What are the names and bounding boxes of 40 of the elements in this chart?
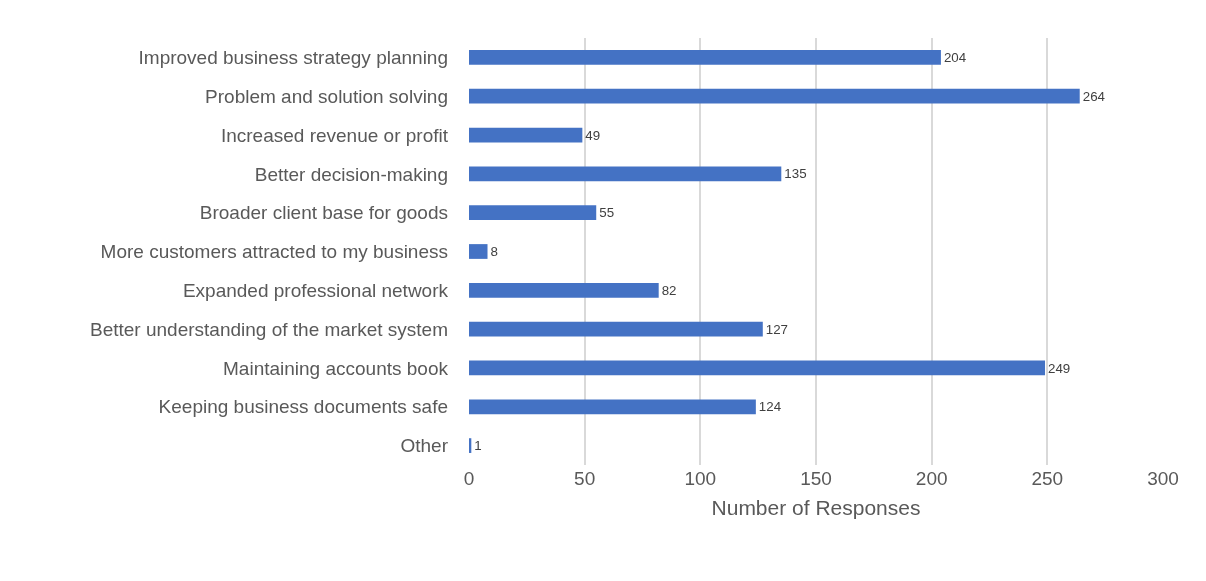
bar bbox=[469, 244, 488, 259]
y-tick-label: Improved business strategy planning bbox=[138, 47, 448, 69]
data-label: 249 bbox=[1048, 360, 1071, 376]
data-label: 82 bbox=[661, 282, 677, 298]
y-tick-label: Expanded professional network bbox=[182, 279, 449, 301]
data-label: 127 bbox=[765, 321, 789, 337]
data-label: 264 bbox=[1082, 88, 1106, 104]
data-label: 8 bbox=[490, 244, 498, 260]
bar bbox=[469, 88, 1080, 104]
y-tick-label: Other bbox=[400, 435, 449, 457]
x-tick-label: 150 bbox=[800, 468, 832, 489]
data-label: 135 bbox=[784, 166, 807, 182]
y-tick-label: Better decision-making bbox=[254, 163, 448, 185]
data-label: 204 bbox=[943, 49, 967, 65]
y-tick-label: Broader client base for goods bbox=[199, 202, 448, 224]
bar bbox=[469, 360, 1046, 376]
bar bbox=[469, 205, 597, 221]
x-tick-label: 250 bbox=[1031, 468, 1064, 489]
y-tick-label: Maintaining accounts book bbox=[223, 357, 449, 379]
x-tick-label: 300 bbox=[1147, 468, 1179, 489]
data-label: 49 bbox=[585, 127, 601, 143]
bar bbox=[469, 50, 941, 65]
y-tick-label: Increased revenue or profit bbox=[220, 124, 449, 146]
bar bbox=[469, 166, 782, 182]
y-tick-label: Problem and solution solving bbox=[205, 85, 448, 107]
x-tick-label: 0 bbox=[463, 468, 475, 489]
x-tick-label: 50 bbox=[574, 468, 596, 489]
x-axis-title: Number of Responses bbox=[711, 496, 921, 520]
x-tick-label: 100 bbox=[684, 468, 717, 489]
y-tick-label: Keeping business documents safe bbox=[158, 396, 448, 418]
data-label: 55 bbox=[599, 205, 615, 221]
y-tick-label: Better understanding of the market system bbox=[89, 318, 448, 340]
bar bbox=[469, 321, 763, 337]
data-label: 1 bbox=[474, 438, 482, 454]
data-label: 124 bbox=[758, 399, 782, 415]
bar bbox=[469, 399, 756, 415]
bar bbox=[469, 127, 583, 143]
bar bbox=[469, 282, 659, 298]
x-tick-label: 200 bbox=[915, 468, 948, 489]
y-tick-label: More customers attracted to my business bbox=[100, 241, 448, 263]
